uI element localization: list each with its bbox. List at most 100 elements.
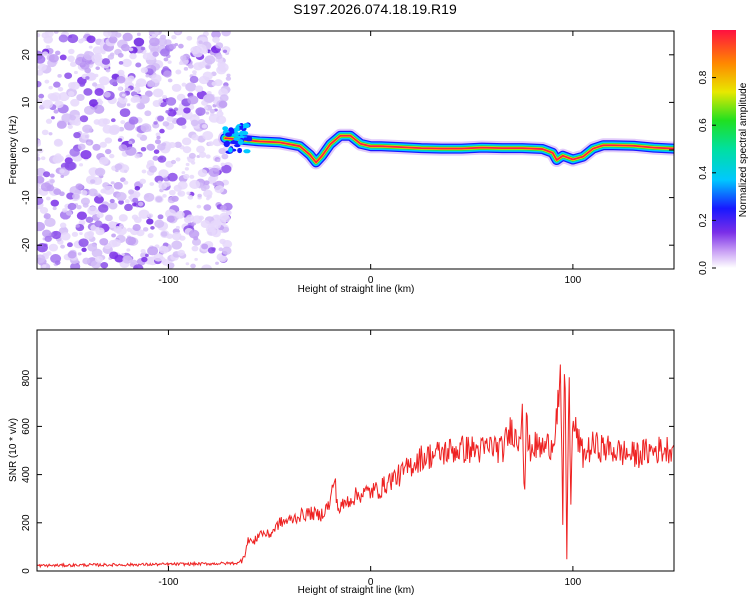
- noise-speck: [116, 75, 126, 84]
- noise-speck: [37, 196, 44, 205]
- noise-speck: [133, 264, 144, 269]
- noise-speck: [122, 255, 133, 264]
- noise-speck: [117, 97, 123, 102]
- noise-speck: [67, 202, 77, 211]
- noise-speck: [141, 256, 148, 263]
- noise-speck: [218, 148, 226, 155]
- noise-speck: [103, 31, 112, 38]
- noise-speck: [97, 118, 108, 127]
- noise-speck: [109, 153, 115, 159]
- noise-speck: [218, 109, 222, 113]
- noise-speck: [67, 124, 73, 129]
- noise-speck: [85, 216, 94, 223]
- noise-speck: [118, 144, 128, 152]
- colorbar-label: Normalized spectral amplitude: [738, 82, 749, 217]
- noise-speck: [188, 152, 196, 159]
- noise-speck: [168, 189, 176, 196]
- noise-speck: [108, 221, 117, 229]
- noise-speck: [82, 257, 91, 265]
- noise-speck: [97, 194, 102, 198]
- noise-speck: [119, 108, 131, 118]
- noise-speck: [79, 115, 89, 123]
- noise-speck: [60, 174, 65, 178]
- noise-speck: [198, 40, 203, 45]
- noise-speck: [129, 53, 137, 60]
- noise-speck: [220, 204, 227, 211]
- noise-speck: [87, 206, 98, 215]
- noise-speck: [160, 34, 167, 40]
- noise-speck: [41, 32, 49, 39]
- noise-speck: [104, 148, 112, 155]
- noise-speck: [147, 246, 159, 256]
- noise-speck: [109, 52, 115, 57]
- noise-speck: [51, 116, 55, 120]
- noise-speck: [216, 65, 227, 75]
- noise-speck: [132, 202, 137, 207]
- noise-speck: [98, 204, 109, 213]
- noise-speck: [53, 81, 61, 88]
- noise-speck: [109, 78, 118, 86]
- noise-speck: [109, 251, 119, 260]
- noise-speck: [225, 76, 232, 81]
- noise-speck: [147, 80, 155, 87]
- noise-speck: [113, 181, 123, 190]
- noise-speck: [221, 246, 232, 255]
- noise-speck: [170, 159, 177, 165]
- noise-speck: [175, 210, 185, 219]
- noise-speck: [51, 230, 62, 240]
- noise-speck: [59, 54, 67, 61]
- noise-speck: [157, 180, 163, 185]
- noise-speck: [183, 107, 191, 114]
- noise-speck: [154, 139, 161, 145]
- colorbar-tick-label: 0.8: [698, 70, 709, 84]
- noise-speck: [83, 105, 95, 115]
- noise-speck: [159, 128, 165, 134]
- noise-speck: [89, 179, 96, 184]
- noise-speck: [67, 82, 76, 89]
- noise-speck: [133, 37, 145, 47]
- x-tick-label: 100: [565, 275, 582, 286]
- noise-speck: [72, 193, 80, 200]
- noise-speck: [171, 232, 182, 241]
- noise-speck: [37, 156, 41, 161]
- noise-speck: [105, 68, 111, 73]
- noise-speck: [211, 31, 221, 39]
- signal-blob: [237, 147, 243, 154]
- noise-speck: [75, 224, 80, 228]
- noise-speck: [43, 171, 51, 178]
- noise-speck: [140, 146, 147, 152]
- noise-speck: [175, 69, 182, 75]
- noise-speck: [219, 238, 226, 245]
- noise-speck: [81, 132, 90, 140]
- noise-speck: [192, 215, 203, 224]
- noise-speck: [189, 75, 199, 84]
- noise-speck: [94, 88, 104, 96]
- noise-speck: [120, 43, 130, 52]
- noise-speck: [220, 162, 225, 167]
- noise-speck: [81, 190, 88, 196]
- noise-speck: [215, 53, 223, 60]
- noise-speck: [37, 254, 46, 264]
- signal-blob: [230, 140, 239, 144]
- noise-speck: [136, 102, 145, 110]
- noise-speck: [67, 34, 79, 44]
- noise-speck: [69, 147, 80, 157]
- top-x-ticks: -100 0 100: [158, 31, 582, 286]
- noise-speck: [135, 82, 141, 88]
- noise-speck: [136, 32, 141, 36]
- bottom-y-ticks: 0 200 400 600 800: [21, 369, 674, 574]
- noise-speck: [73, 70, 78, 75]
- noise-speck: [45, 118, 53, 124]
- noise-speck: [116, 192, 127, 201]
- noise-speck: [79, 231, 83, 236]
- noise-speck: [137, 201, 144, 207]
- noise-speck: [177, 181, 188, 190]
- noise-speck: [138, 94, 150, 104]
- noise-speck: [67, 55, 75, 62]
- noise-speck: [211, 247, 216, 251]
- noise-speck: [222, 49, 228, 54]
- noise-speck: [145, 74, 150, 78]
- noise-speck: [187, 194, 194, 200]
- noise-speck: [44, 235, 52, 242]
